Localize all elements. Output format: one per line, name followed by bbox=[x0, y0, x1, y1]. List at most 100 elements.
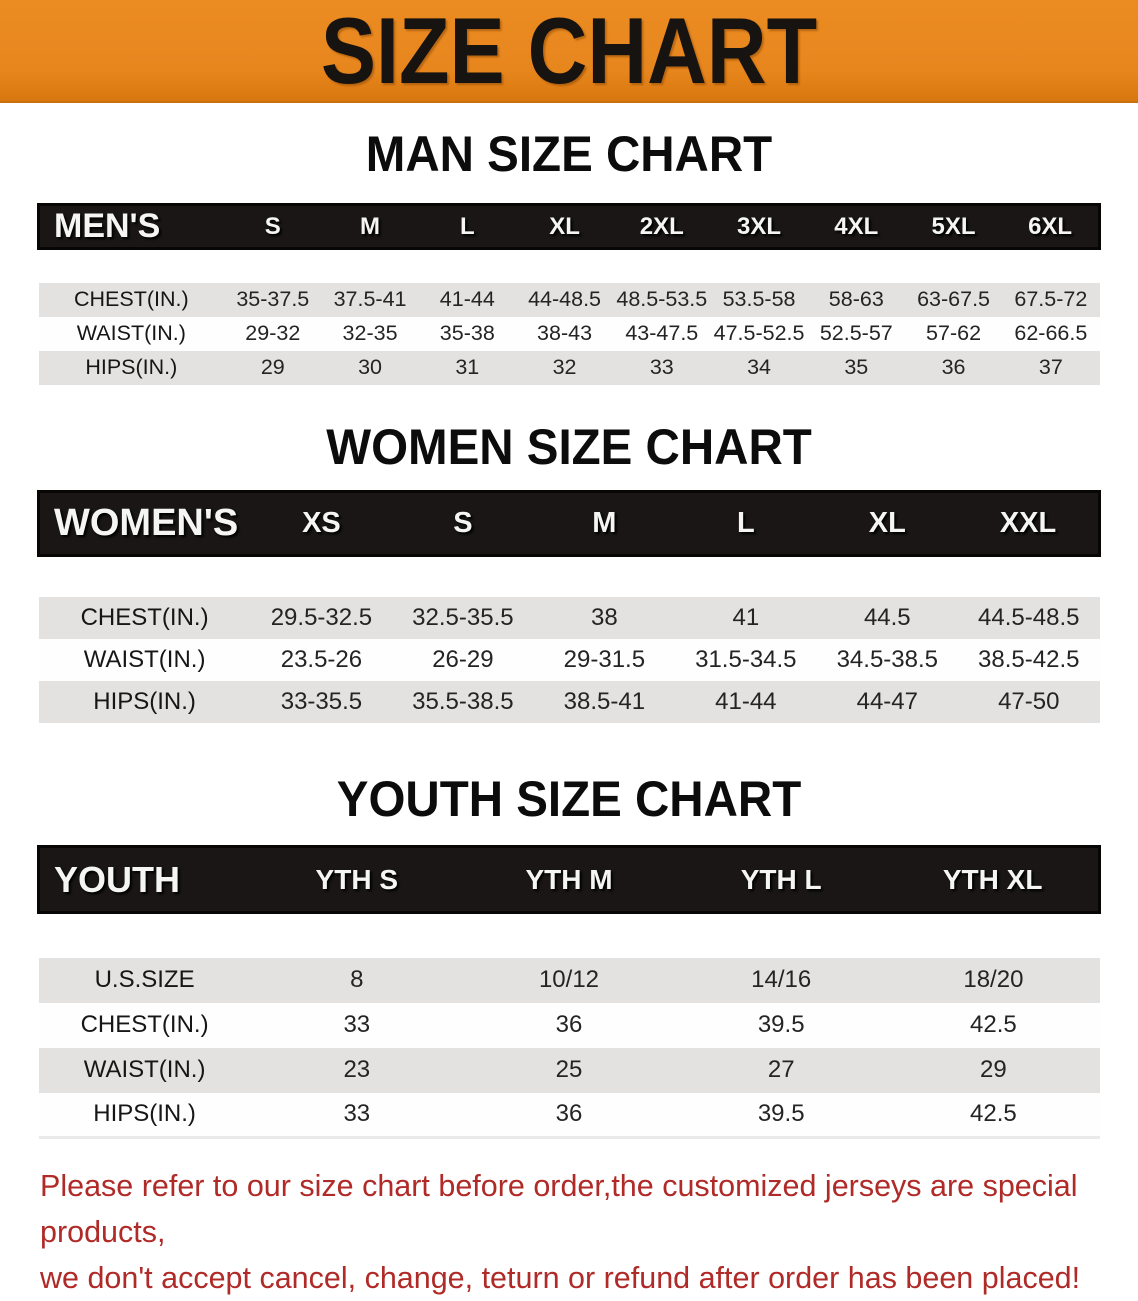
youth-size-table: YOUTH YTH S YTH M YTH L YTH XL U.S.SIZE 8 10/12… bbox=[36, 845, 1102, 1139]
table-row: WAIST(IN.) 23.5-26 26-29 29-31.5 31.5-34.5 34… bbox=[38, 639, 1100, 681]
row-label-cell: WAIST(IN.) bbox=[38, 639, 251, 681]
row-label-cell: HIPS(IN.) bbox=[38, 350, 225, 385]
size-value-cell: 38.5-41 bbox=[533, 681, 676, 723]
size-value-cell: 48.5-53.5 bbox=[613, 282, 711, 317]
section-men: MAN SIZE CHART MEN'S S M L XL 2XL 3XL 4XL 5XL 6XL… bbox=[0, 128, 1138, 385]
spacer-row bbox=[38, 555, 1100, 597]
size-value-cell: 36 bbox=[462, 1002, 676, 1048]
column-header-cell: S bbox=[224, 203, 322, 250]
table-row: CHEST(IN.) 33 36 39.5 42.5 bbox=[38, 1002, 1100, 1048]
size-value-cell: 33 bbox=[613, 350, 711, 385]
banner: SIZE CHART bbox=[0, 0, 1138, 103]
size-value-cell: 32 bbox=[515, 350, 614, 385]
column-header-cell: S bbox=[392, 489, 534, 557]
size-value-cell: 23.5-26 bbox=[250, 639, 393, 681]
size-value-cell: 35.5-38.5 bbox=[392, 681, 534, 723]
size-value-cell: 30 bbox=[321, 350, 419, 385]
column-header-cell: 6XL bbox=[1002, 203, 1102, 250]
table-row: WAIST(IN.) 23 25 27 29 bbox=[38, 1047, 1100, 1093]
table-header-row: YOUTH YTH S YTH M YTH L YTH XL bbox=[36, 845, 1102, 914]
column-header-cell: XXL bbox=[958, 489, 1102, 557]
size-value-cell: 43-47.5 bbox=[613, 316, 711, 351]
disclaimer-line-2: we don't accept cancel, change, teturn o… bbox=[40, 1261, 1081, 1295]
column-header-cell: 4XL bbox=[807, 203, 905, 250]
size-value-cell: 36 bbox=[904, 350, 1003, 385]
banner-title: SIZE CHART bbox=[320, 0, 818, 103]
size-value-cell: 33 bbox=[250, 1002, 463, 1048]
table-row: HIPS(IN.) 29 30 31 32 33 34 35 36 37 bbox=[38, 350, 1100, 385]
column-header-cell: 2XL bbox=[613, 203, 711, 250]
section-women: WOMEN SIZE CHART WOMEN'S XS S M L XL XXL CHEST(… bbox=[0, 418, 1138, 723]
section-youth: YOUTH SIZE CHART YOUTH YTH S YTH M YTH L YTH… bbox=[0, 773, 1138, 1139]
content: MAN SIZE CHART MEN'S S M L XL 2XL 3XL 4XL 5XL 6XL… bbox=[0, 128, 1138, 1139]
women-size-table: WOMEN'S XS S M L XL XXL CHEST(IN.) 29.5-32.5 32.5… bbox=[36, 489, 1102, 723]
column-header-cell: 5XL bbox=[904, 203, 1003, 250]
size-value-cell: 44.5 bbox=[816, 597, 959, 639]
column-header-cell: YTH XL bbox=[887, 845, 1102, 914]
row-label-cell: HIPS(IN.) bbox=[38, 1092, 251, 1139]
column-header-cell: XL bbox=[816, 489, 959, 557]
size-value-cell: 32-35 bbox=[321, 316, 419, 351]
size-value-cell: 39.5 bbox=[675, 1002, 888, 1048]
size-value-cell: 39.5 bbox=[675, 1092, 888, 1139]
table-corner-label: MEN'S bbox=[37, 203, 225, 250]
size-value-cell: 29 bbox=[887, 1047, 1100, 1093]
row-label-cell: WAIST(IN.) bbox=[38, 1047, 251, 1093]
size-value-cell: 36 bbox=[462, 1092, 676, 1139]
row-label-cell: U.S.SIZE bbox=[38, 957, 251, 1003]
size-value-cell: 52.5-57 bbox=[807, 316, 905, 351]
size-value-cell: 44.5-48.5 bbox=[958, 597, 1100, 639]
size-value-cell: 33 bbox=[250, 1092, 463, 1139]
column-header-cell: 3XL bbox=[710, 203, 808, 250]
column-header-cell: XS bbox=[250, 489, 393, 557]
table-row: CHEST(IN.) 35-37.5 37.5-41 41-44 44-48.5 48.5… bbox=[38, 282, 1100, 317]
size-value-cell: 33-35.5 bbox=[250, 681, 393, 723]
size-value-cell: 10/12 bbox=[462, 957, 676, 1003]
size-value-cell: 31.5-34.5 bbox=[675, 639, 817, 681]
column-header-cell: L bbox=[675, 489, 817, 557]
size-value-cell: 27 bbox=[675, 1047, 888, 1093]
size-value-cell: 23 bbox=[250, 1047, 463, 1093]
size-value-cell: 35 bbox=[807, 350, 905, 385]
size-value-cell: 8 bbox=[250, 957, 463, 1003]
table-row: HIPS(IN.) 33 36 39.5 42.5 bbox=[38, 1092, 1100, 1139]
size-value-cell: 67.5-72 bbox=[1002, 282, 1100, 317]
size-value-cell: 63-67.5 bbox=[904, 282, 1003, 317]
size-value-cell: 38 bbox=[533, 597, 676, 639]
table-row: CHEST(IN.) 29.5-32.5 32.5-35.5 38 41 44.5 44.5… bbox=[38, 597, 1100, 639]
men-section-heading: MAN SIZE CHART bbox=[365, 126, 773, 182]
size-value-cell: 44-48.5 bbox=[515, 282, 614, 317]
spacer-row bbox=[38, 248, 1100, 283]
size-value-cell: 29-31.5 bbox=[533, 639, 676, 681]
size-value-cell: 41-44 bbox=[675, 681, 817, 723]
column-header-cell: M bbox=[533, 489, 676, 557]
column-header-cell: YTH M bbox=[462, 845, 676, 914]
size-value-cell: 42.5 bbox=[887, 1002, 1100, 1048]
size-value-cell: 25 bbox=[462, 1047, 676, 1093]
size-value-cell: 31 bbox=[418, 350, 516, 385]
table-row: WAIST(IN.) 29-32 32-35 35-38 38-43 43-47.5 47.… bbox=[38, 316, 1100, 351]
size-value-cell: 34.5-38.5 bbox=[816, 639, 959, 681]
size-value-cell: 29-32 bbox=[224, 316, 322, 351]
row-label-cell: CHEST(IN.) bbox=[38, 597, 251, 639]
table-corner-label: WOMEN'S bbox=[36, 489, 251, 557]
size-value-cell: 41-44 bbox=[418, 282, 516, 317]
table-header-row: WOMEN'S XS S M L XL XXL bbox=[36, 489, 1102, 557]
column-header-cell: L bbox=[418, 203, 516, 250]
size-value-cell: 29.5-32.5 bbox=[250, 597, 393, 639]
table-corner-label: YOUTH bbox=[36, 845, 251, 914]
size-value-cell: 29 bbox=[224, 350, 322, 385]
column-header-cell: XL bbox=[515, 203, 614, 250]
size-value-cell: 47.5-52.5 bbox=[710, 316, 808, 351]
size-value-cell: 58-63 bbox=[807, 282, 905, 317]
women-section-heading: WOMEN SIZE CHART bbox=[326, 418, 812, 475]
row-label-cell: CHEST(IN.) bbox=[38, 1002, 251, 1048]
size-value-cell: 44-47 bbox=[816, 681, 959, 723]
column-header-cell: YTH S bbox=[250, 845, 463, 914]
size-value-cell: 38.5-42.5 bbox=[958, 639, 1100, 681]
size-value-cell: 26-29 bbox=[392, 639, 534, 681]
column-header-cell: M bbox=[321, 203, 419, 250]
size-value-cell: 57-62 bbox=[904, 316, 1003, 351]
table-header-row: MEN'S S M L XL 2XL 3XL 4XL 5XL 6XL bbox=[37, 203, 1102, 250]
